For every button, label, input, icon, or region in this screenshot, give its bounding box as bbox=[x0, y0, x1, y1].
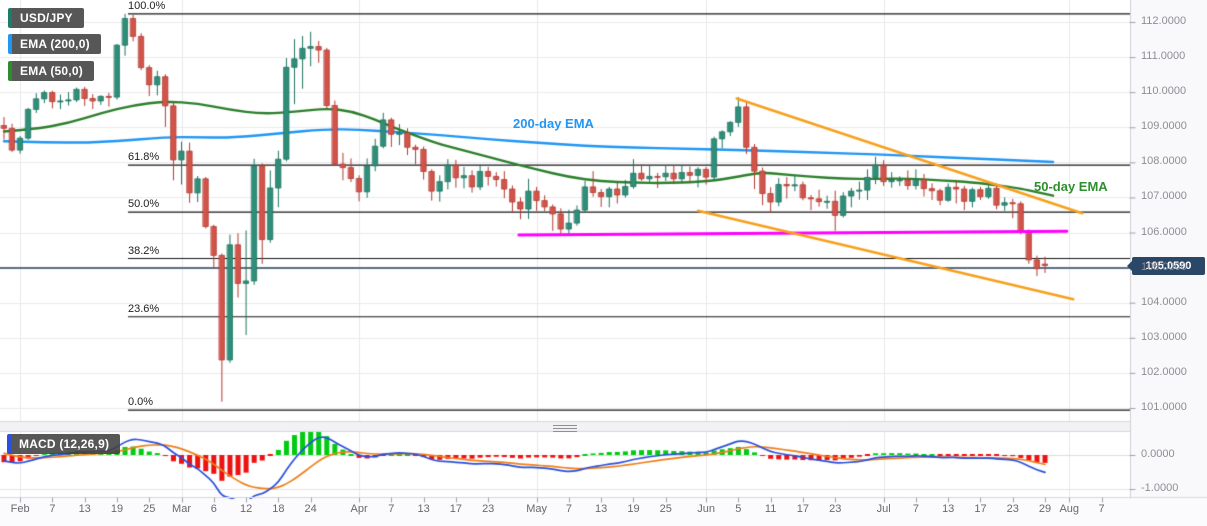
ema200-label: EMA (200,0) bbox=[20, 37, 90, 51]
annotation-200day-ema: 200-day EMA bbox=[513, 116, 594, 131]
legend-symbol[interactable]: USD/JPY bbox=[8, 8, 84, 28]
annotation-50day-ema: 50-day EMA bbox=[1034, 179, 1108, 194]
symbol-label: USD/JPY bbox=[20, 11, 73, 25]
grip-line bbox=[553, 431, 577, 432]
current-price-badge: 105.0590 bbox=[1127, 256, 1205, 275]
ema50-label: EMA (50,0) bbox=[20, 64, 83, 78]
legend-ema50[interactable]: EMA (50,0) bbox=[8, 61, 94, 81]
grip-line bbox=[553, 428, 577, 429]
legend-ema200[interactable]: EMA (200,0) bbox=[8, 34, 101, 54]
grip-line bbox=[553, 425, 577, 426]
panel-resize-grip[interactable] bbox=[553, 423, 577, 434]
legend-macd[interactable]: MACD (12,26,9) bbox=[7, 434, 121, 454]
macd-label: MACD (12,26,9) bbox=[19, 437, 110, 451]
